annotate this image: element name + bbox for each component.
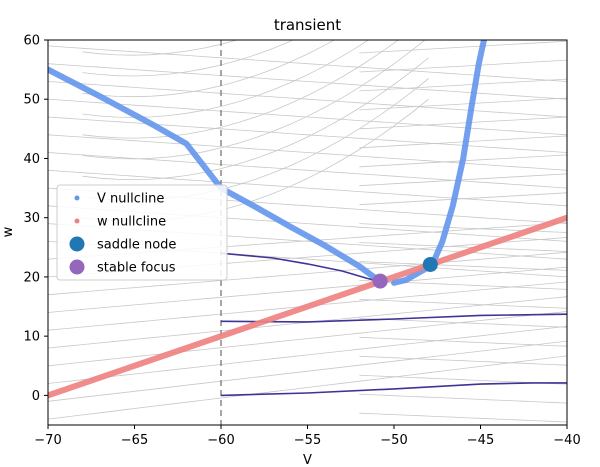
legend-marker [74, 195, 80, 201]
legend-label: V nullcline [97, 192, 164, 207]
streamline [359, 242, 567, 252]
streamline [48, 311, 567, 367]
streamline [359, 78, 567, 92]
streamline [359, 412, 567, 423]
streamline [48, 98, 567, 136]
x-tick-label: −60 [207, 433, 234, 448]
x-tick-label: −55 [294, 433, 321, 448]
x-tick-label: −50 [380, 433, 407, 448]
streamline [82, 40, 370, 118]
streamline [359, 299, 567, 309]
legend-marker [74, 218, 80, 224]
streamline [48, 251, 567, 296]
streamline [359, 355, 567, 366]
y-tick-label: 0 [32, 389, 40, 404]
y-tick-label: 60 [23, 34, 40, 49]
y-tick-label: 30 [23, 211, 40, 226]
legend-box [56, 184, 228, 281]
y-axis-ticks: 0 10 20 30 40 50 60 [23, 34, 48, 404]
legend-marker [69, 236, 85, 252]
fixed-point-saddle-node [422, 256, 438, 272]
streamline [82, 40, 294, 77]
streamline [83, 0, 429, 35]
streamline [48, 81, 567, 118]
streamline [82, 57, 429, 181]
streamline [359, 116, 567, 130]
streamline [48, 63, 567, 100]
legend-label: w nullcline [97, 215, 166, 230]
y-tick-label: 20 [23, 270, 40, 285]
streamline [359, 59, 567, 73]
streamline [48, 116, 567, 153]
series-line-V-nullcline [48, 66, 384, 285]
fixed-point-stable-focus [372, 273, 388, 289]
streamline [82, 40, 239, 56]
trajectory-line [220, 313, 567, 323]
streamline [359, 336, 567, 347]
y-tick-label: 10 [23, 330, 40, 345]
streamline [82, 40, 399, 139]
y-tick-label: 40 [23, 152, 40, 167]
legend-label: stable focus [97, 261, 176, 276]
streamline [48, 45, 567, 82]
streamline [48, 134, 567, 171]
streamline [48, 355, 567, 420]
trajectory-line [220, 252, 381, 283]
streamline [48, 266, 567, 313]
nullclines [48, 40, 567, 399]
streamline [48, 340, 567, 402]
x-tick-label: −65 [121, 433, 148, 448]
y-axis-label: w [1, 226, 16, 237]
series-line-V-nullcline [391, 40, 487, 286]
x-tick-label: −45 [467, 433, 494, 448]
streamline [359, 393, 567, 404]
chart-title: transient [274, 16, 341, 34]
x-tick-label: −70 [34, 433, 61, 448]
streamline [82, 40, 335, 98]
legend-marker [69, 259, 85, 275]
streamline [359, 318, 567, 328]
legend-label: saddle node [97, 238, 176, 253]
streamline [359, 261, 567, 271]
x-axis-ticks: −70 −65 −60 −55 −50 −45 −40 [34, 425, 581, 448]
streamline [359, 97, 567, 111]
y-tick-label: 50 [23, 93, 40, 108]
streamline [48, 169, 567, 207]
streamline [359, 192, 567, 206]
fixed-points [372, 256, 438, 289]
streamline [359, 173, 567, 187]
streamline [359, 40, 567, 54]
trajectories [220, 252, 567, 397]
trajectory-line [220, 382, 567, 397]
series-line-w-nullcline [48, 214, 567, 399]
streamline [48, 325, 567, 384]
legend: V nullcline w nullcline saddle node stable … [56, 184, 228, 281]
x-axis-label: V [303, 453, 312, 467]
streamline [82, 40, 426, 160]
x-tick-label: −40 [553, 433, 580, 448]
